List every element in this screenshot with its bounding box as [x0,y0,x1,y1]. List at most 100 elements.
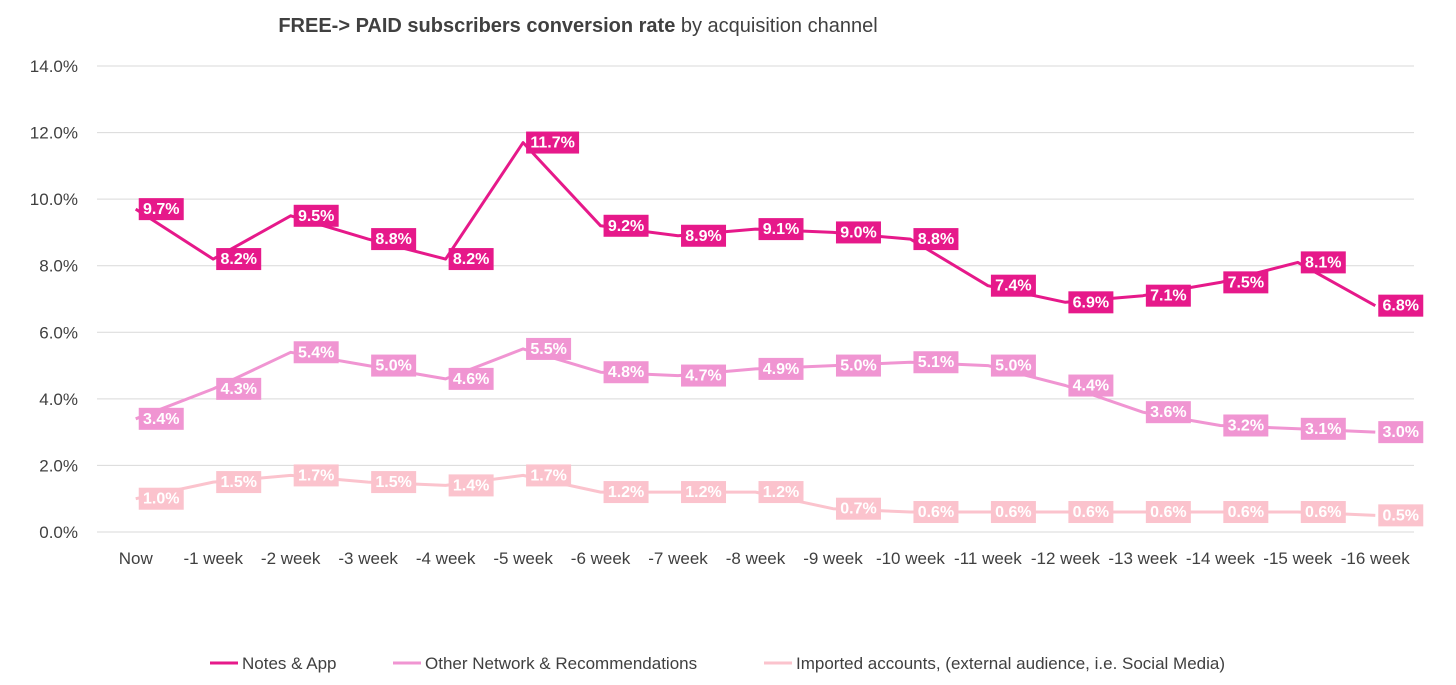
data-label-box [138,198,184,221]
data-label: 4.8% [603,361,649,384]
data-label: 3.2% [1223,414,1269,437]
data-label-box [603,361,649,384]
data-label-text: 9.5% [298,208,334,225]
data-label-text: 3.2% [1228,417,1264,434]
data-label-text: 6.8% [1383,298,1419,315]
data-label: 0.6% [913,501,959,524]
data-label-text: 1.2% [685,484,721,501]
data-label-box [526,464,572,487]
data-label-box [293,341,339,364]
data-label-box [603,214,649,237]
data-label-text: 0.6% [1073,504,1109,521]
data-label-text: 8.2% [453,251,489,268]
y-tick-label: 12.0% [30,124,78,143]
data-label-text: 4.6% [453,371,489,388]
legend-label: Imported accounts, (external audience, i… [796,654,1225,673]
data-label-text: 1.0% [143,491,179,508]
data-label: 0.6% [1300,501,1346,524]
data-label: 8.1% [1300,251,1346,274]
data-label-box [835,221,881,244]
data-label-box [1145,501,1191,524]
data-label: 1.2% [758,481,804,504]
y-tick-label: 8.0% [39,257,78,276]
data-label: 1.5% [371,471,417,494]
data-label-box [758,481,804,504]
x-tick-label: -2 week [261,549,321,568]
data-label-text: 3.4% [143,411,179,428]
data-label: 3.6% [1145,401,1191,424]
data-label-box [293,204,339,227]
data-label-text: 8.8% [375,231,411,248]
data-label: 3.0% [1378,421,1424,444]
data-label-text: 0.6% [1228,504,1264,521]
data-label-text: 4.7% [685,368,721,385]
data-label-text: 5.1% [918,354,954,371]
data-label: 11.7% [526,131,580,154]
data-label-text: 7.4% [995,278,1031,295]
data-label-box [371,354,417,377]
data-label: 0.6% [1145,501,1191,524]
data-label: 9.7% [138,198,184,221]
data-label: 9.2% [603,214,649,237]
legend-item: Imported accounts, (external audience, i… [764,654,1225,673]
data-label-box [448,474,494,497]
x-tick-label: -15 week [1263,549,1332,568]
data-label-box [681,364,727,387]
data-label: 7.4% [990,274,1036,297]
data-label: 3.4% [138,407,184,430]
data-label-text: 4.8% [608,364,644,381]
y-tick-label: 6.0% [39,323,78,342]
data-label-box [1300,501,1346,524]
x-tick-label: -1 week [183,549,243,568]
data-label: 5.0% [990,354,1036,377]
data-label: 5.4% [293,341,339,364]
data-label-box [526,337,572,360]
data-label-box [990,354,1036,377]
x-tick-label: -5 week [493,549,553,568]
data-label: 6.9% [1068,291,1114,314]
data-label-text: 1.5% [220,474,256,491]
x-axis-tick-labels: Now -1 week -2 week -3 week -4 week -5 week -6… [119,549,1411,568]
data-label-box [990,274,1036,297]
x-tick-label: -8 week [726,549,786,568]
data-label-box [1223,271,1269,294]
data-label-box [681,224,727,247]
data-label-text: 9.7% [143,201,179,218]
legend: Notes & App Other Network & Recommendatio… [210,654,1225,673]
x-tick-label: -6 week [571,549,631,568]
x-tick-label: -9 week [803,549,863,568]
data-label-text: 0.7% [840,501,876,518]
data-label: 0.7% [835,497,881,520]
data-label: 9.0% [835,221,881,244]
data-label: 6.8% [1378,294,1424,317]
x-tick-label: -16 week [1341,549,1410,568]
data-label: 1.7% [526,464,572,487]
data-label-box [371,228,417,251]
data-label-text: 0.6% [1305,504,1341,521]
data-label-box [216,377,262,400]
data-label-text: 8.8% [918,231,954,248]
data-label-box [1223,501,1269,524]
data-label-box [1145,401,1191,424]
data-label-text: 7.5% [1228,274,1264,291]
chart-title-rest: by acquisition channel [675,15,877,37]
data-label: 7.1% [1145,284,1191,307]
data-label-box [758,218,804,241]
data-label-box [371,471,417,494]
data-label-box [1378,504,1424,527]
data-label-box [913,351,959,374]
data-label-text: 3.1% [1305,421,1341,438]
data-label: 4.6% [448,367,494,390]
series-lines [134,141,1377,517]
data-label: 3.1% [1300,417,1346,440]
data-label-box [1378,421,1424,444]
data-label: 9.5% [293,204,339,227]
data-label-text: 5.0% [375,358,411,375]
data-label-text: 1.5% [375,474,411,491]
x-tick-label: -3 week [338,549,398,568]
gridlines [97,65,1414,533]
data-label-text: 1.2% [763,484,799,501]
data-label-text: 4.4% [1073,378,1109,395]
data-label-text: 1.4% [453,477,489,494]
data-label: 1.0% [138,487,184,510]
